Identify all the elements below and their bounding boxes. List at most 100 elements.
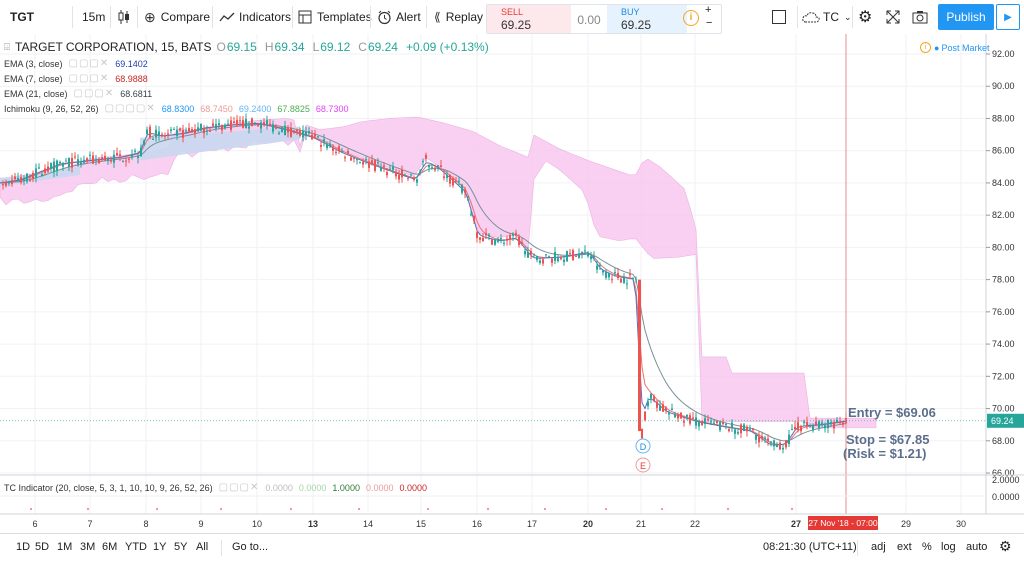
candle-body (461, 184, 463, 193)
compare-button[interactable]: ⊕ Compare (144, 0, 210, 34)
candle-body (545, 254, 547, 256)
ichimoku-legend[interactable]: Ichimoku (9, 26, 52, 26) ▢▢▢▢✕ 68.8300 68… (4, 103, 348, 114)
replay-button[interactable]: ⟪ Replay (434, 0, 483, 34)
candle-body (317, 136, 319, 138)
candle-body (380, 167, 382, 171)
goto-button[interactable]: Go to... (232, 541, 269, 553)
gear-icon[interactable]: ⚙ (999, 538, 1012, 554)
candle-body (5, 181, 7, 186)
symbol-search[interactable]: TGT (10, 0, 34, 34)
chart-area[interactable]: D E 92.00 90.00 88.00 86.00 84.00 82.00 80.00 78.… (0, 34, 1024, 560)
time-axis-label: 7 (87, 519, 92, 529)
range-1y[interactable]: 1Y (153, 541, 167, 553)
candle-body (377, 162, 379, 164)
cloud-layout-button[interactable]: TC ⌄ (802, 0, 852, 34)
fullscreen-button[interactable] (886, 0, 900, 34)
candle-body (20, 177, 22, 183)
range-6m[interactable]: 6M (102, 541, 118, 553)
candle-body (236, 119, 238, 125)
candle-body (674, 414, 676, 418)
range-1m[interactable]: 1M (57, 541, 73, 553)
tc-dot (727, 508, 729, 510)
adj-toggle[interactable]: adj (871, 541, 886, 553)
range-3m[interactable]: 3M (80, 541, 96, 553)
log-toggle[interactable]: log (941, 541, 956, 553)
dot-icon: ● (934, 42, 940, 53)
candle-body (404, 174, 406, 176)
candle-body (599, 264, 601, 266)
range-5d[interactable]: 5D (35, 541, 50, 553)
candle-body (737, 431, 739, 434)
camera-icon (912, 11, 928, 24)
entry-annotation: Entry = $69.06 (848, 405, 936, 420)
time-axis-label: 21 (636, 519, 646, 529)
tc-dot (487, 508, 489, 510)
percent-toggle[interactable]: % (922, 541, 932, 553)
compare-label: Compare (160, 10, 211, 24)
legend-controls-icon[interactable]: ▢▢▢✕ (68, 73, 110, 84)
ema21-legend[interactable]: EMA (21, close) ▢▢▢✕ 68.6811 (4, 88, 152, 99)
legend-controls-icon[interactable]: ▢▢▢✕ (73, 88, 115, 99)
candle-body (572, 250, 574, 260)
alert-button[interactable]: Alert (377, 0, 421, 34)
d-marker-label: D (640, 442, 647, 452)
candle-body (686, 414, 688, 417)
tc-indicator-legend[interactable]: TC Indicator (20, close, 5, 3, 1, 10, 10… (4, 482, 427, 493)
candle-body (266, 120, 268, 125)
price-chart[interactable]: DE 92.00 90.00 88.00 86.00 84.00 82.00 80.00 78.… (0, 34, 1024, 560)
range-ytd[interactable]: YTD (125, 541, 147, 553)
candle-body (479, 237, 481, 240)
snapshot-button[interactable] (912, 0, 928, 34)
ema7-legend[interactable]: EMA (7, close) ▢▢▢✕ 68.9888 (4, 73, 148, 84)
play-button[interactable]: ▶ (996, 4, 1020, 30)
time-cursor-label: 27 Nov '18 - 07:00 (808, 518, 877, 528)
ichimoku-value-5: 68.7300 (315, 103, 349, 114)
o-label: O (216, 40, 226, 54)
ext-toggle[interactable]: ext (897, 541, 912, 553)
candle-body (353, 157, 355, 159)
interval-button[interactable]: 15m (82, 0, 105, 34)
tc-dot (30, 508, 32, 510)
legend-controls-icon[interactable]: ▢▢▢▢✕ (104, 103, 156, 114)
candle-body (284, 125, 286, 136)
candle-body (566, 251, 568, 262)
candle-body (509, 235, 511, 241)
candle-body (641, 428, 643, 439)
qty-minus-button[interactable]: − (706, 17, 713, 29)
layout-button[interactable] (772, 0, 786, 34)
candle-body (842, 422, 844, 425)
indicators-button[interactable]: Indicators (219, 0, 291, 34)
ema7-value: 68.9888 (115, 73, 148, 84)
legend-controls-icon[interactable]: ▢▢▢✕ (218, 482, 260, 493)
publish-button[interactable]: Publish (938, 4, 994, 30)
publish-label: Publish (946, 10, 986, 24)
collapse-icon[interactable]: ⌹ (4, 41, 10, 53)
candle-body (53, 161, 55, 172)
candle-body (623, 276, 625, 283)
range-1d[interactable]: 1D (16, 541, 31, 553)
templates-button[interactable]: Templates (298, 0, 372, 34)
post-market-badge[interactable]: i ● Post Market (920, 42, 989, 53)
candle-body (17, 178, 19, 181)
range-all[interactable]: All (196, 541, 209, 553)
candle-body (131, 154, 133, 158)
candle-body (467, 199, 469, 201)
candle-body (230, 120, 232, 130)
candle-body (785, 440, 787, 448)
qty-plus-button[interactable]: + (705, 4, 712, 16)
candle-body (620, 278, 622, 283)
sell-button[interactable]: SELL 69.25 (487, 5, 571, 33)
legend-controls-icon[interactable]: ▢▢▢✕ (68, 58, 110, 69)
ema3-legend[interactable]: EMA (3, close) ▢▢▢✕ 69.1402 (4, 58, 148, 69)
ema21-label: EMA (21, close) (4, 88, 68, 99)
chart-style-button[interactable] (117, 0, 131, 34)
auto-toggle[interactable]: auto (966, 541, 988, 553)
candle-body (446, 175, 448, 178)
clock-display[interactable]: 08:21:30 (UTC+11) (763, 541, 857, 553)
buy-button[interactable]: BUY 69.25 (607, 5, 687, 33)
info-icon[interactable]: i (683, 10, 699, 26)
range-5y[interactable]: 5Y (174, 541, 188, 553)
indicators-icon (219, 12, 235, 22)
price-axis-label: 78.00 (992, 275, 1015, 285)
settings-button[interactable]: ⚙ (858, 0, 872, 34)
